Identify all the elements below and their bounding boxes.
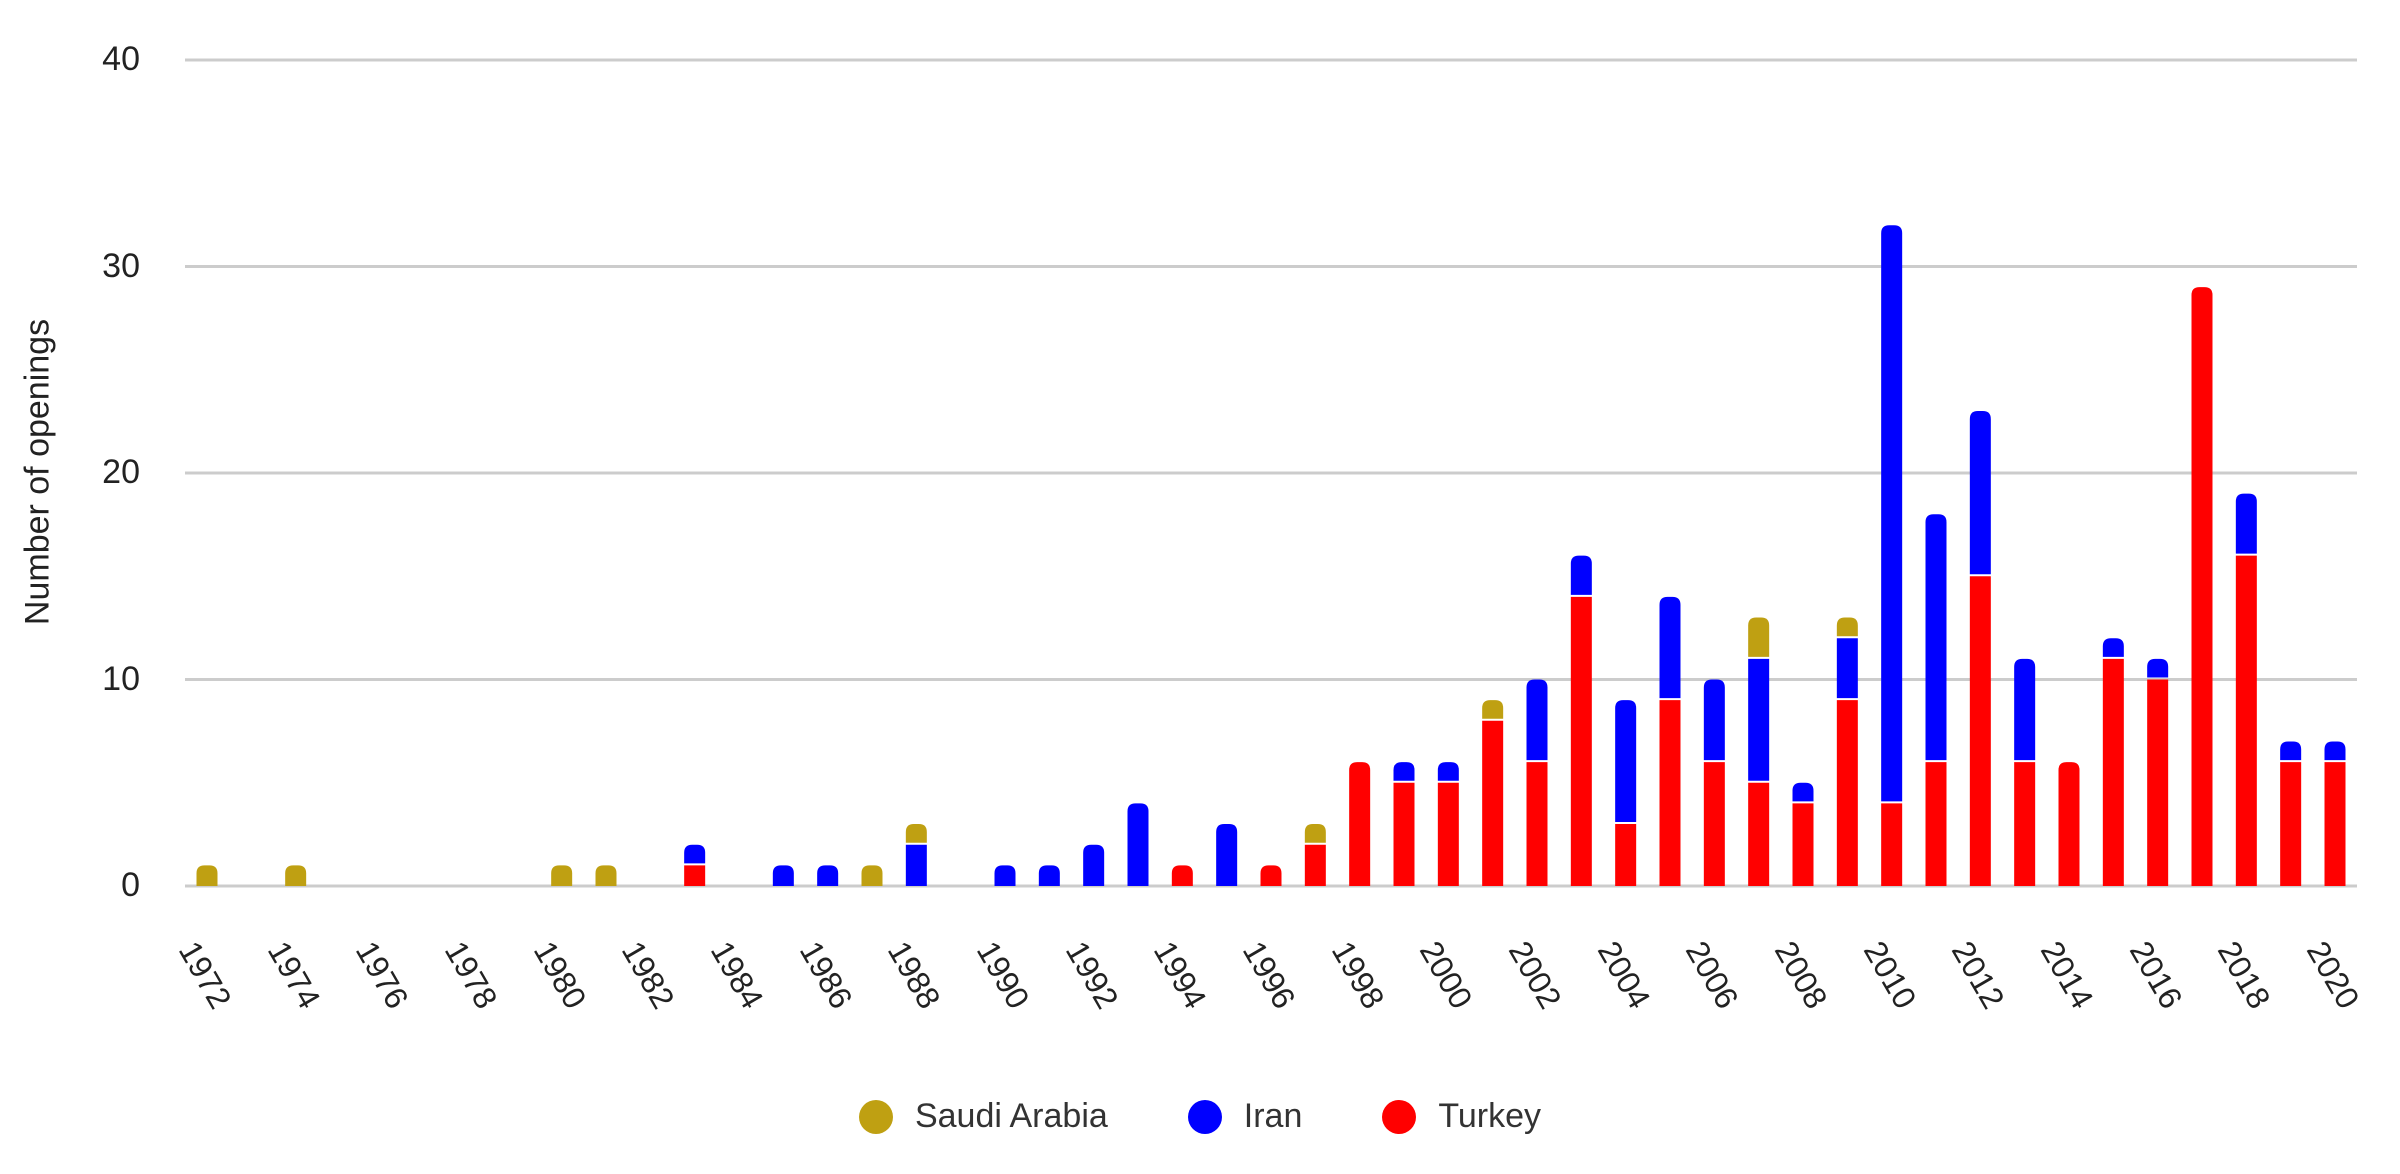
bar-segment-iran <box>1792 782 1814 802</box>
bar-segment-turkey <box>2058 762 2080 886</box>
bar-segment-saudi-arabia <box>285 865 307 886</box>
legend-item-turkey[interactable]: Turkey <box>1382 1097 1541 1136</box>
legend-dot-icon <box>1187 1099 1222 1134</box>
legend-item-iran[interactable]: Iran <box>1187 1097 1303 1136</box>
legend-dot-icon <box>858 1099 893 1134</box>
bar-segment-iran <box>1881 225 1903 802</box>
bar-segment-turkey <box>1349 762 1371 886</box>
bar-segment-iran <box>1615 700 1637 823</box>
bar-segment-iran <box>1437 762 1459 781</box>
bar-segment-turkey <box>1836 700 1858 886</box>
legend-label: Iran <box>1243 1097 1303 1135</box>
bars <box>196 225 2346 886</box>
bar-segment-saudi-arabia <box>1836 617 1858 637</box>
y-tick-label: 20 <box>102 453 140 491</box>
bar-segment-iran <box>1526 679 1548 761</box>
bar-segment-iran <box>1393 762 1415 781</box>
bar-segment-iran <box>2102 638 2124 657</box>
bar-segment-turkey <box>1792 803 1814 886</box>
bar-segment-turkey <box>2235 555 2257 886</box>
bar-segment-saudi-arabia <box>595 865 617 886</box>
bar-segment-iran <box>905 844 927 886</box>
bar-segment-saudi-arabia <box>905 824 927 843</box>
legend-label: Saudi Arabia <box>914 1097 1108 1135</box>
bar-segment-turkey <box>2324 762 2346 886</box>
bar-segment-iran <box>1083 844 1105 886</box>
bar-segment-saudi-arabia <box>551 865 573 886</box>
bar-segment-turkey <box>684 865 706 886</box>
bar-segment-iran <box>684 844 706 864</box>
bar-segment-turkey <box>1437 782 1459 886</box>
bar-segment-saudi-arabia <box>861 865 883 886</box>
bar-segment-turkey <box>1171 865 1193 886</box>
bar-segment-iran <box>1748 658 1770 781</box>
bar-segment-turkey <box>1482 720 1504 886</box>
bar-segment-turkey <box>2280 762 2302 886</box>
bar-segment-iran <box>1127 803 1149 886</box>
bar-segment-iran <box>1969 411 1991 575</box>
bar-segment-iran <box>2235 493 2257 554</box>
bar-segment-turkey <box>2014 762 2036 886</box>
legend-label: Turkey <box>1438 1097 1542 1135</box>
bar-segment-saudi-arabia <box>1748 617 1770 657</box>
legend-dot-icon <box>1382 1099 1417 1134</box>
bar-segment-iran <box>2014 658 2036 761</box>
bar-segment-saudi-arabia <box>196 865 218 886</box>
bar-segment-turkey <box>1748 782 1770 886</box>
y-tick-label: 10 <box>102 659 140 698</box>
bar-segment-iran <box>994 865 1016 886</box>
bar-segment-turkey <box>1570 596 1592 886</box>
bar-segment-iran <box>1038 865 1060 886</box>
bar-segment-turkey <box>1615 824 1637 886</box>
legend-item-saudi-arabia[interactable]: Saudi Arabia <box>858 1097 1108 1136</box>
gridlines <box>185 58 2357 888</box>
y-tick-label: 30 <box>102 246 140 285</box>
bar-segment-turkey <box>1881 803 1903 886</box>
bar-segment-turkey <box>1703 762 1725 886</box>
bar-segment-iran <box>2280 741 2302 761</box>
bar-segment-saudi-arabia <box>1304 824 1326 843</box>
bar-segment-turkey <box>1260 865 1282 886</box>
y-tick-label: 40 <box>102 40 140 78</box>
bar-segment-iran <box>817 865 839 886</box>
bar-segment-saudi-arabia <box>1482 700 1504 719</box>
bar-segment-turkey <box>1393 782 1415 886</box>
bar-segment-iran <box>1570 555 1592 595</box>
bar-segment-iran <box>1836 638 1858 699</box>
bar-segment-turkey <box>1969 576 1991 886</box>
bar-segment-iran <box>1659 596 1681 699</box>
bar-segment-iran <box>1703 679 1725 761</box>
bar-segment-iran <box>2324 741 2346 761</box>
bar-segment-turkey <box>2191 287 2213 886</box>
legend: Saudi Arabia Iran Turkey <box>0 1097 2400 1136</box>
bar-segment-turkey <box>2102 658 2124 886</box>
bar-segment-turkey <box>1304 844 1326 886</box>
y-tick-label: 0 <box>121 866 140 904</box>
bar-segment-iran <box>1216 824 1238 886</box>
bar-segment-turkey <box>1659 700 1681 886</box>
bar-segment-turkey <box>2147 679 2169 886</box>
bar-segment-turkey <box>1526 762 1548 886</box>
bar-segment-iran <box>1925 514 1947 761</box>
bar-segment-iran <box>772 865 794 886</box>
bar-segment-turkey <box>1925 762 1947 886</box>
bar-segment-iran <box>2147 658 2169 678</box>
